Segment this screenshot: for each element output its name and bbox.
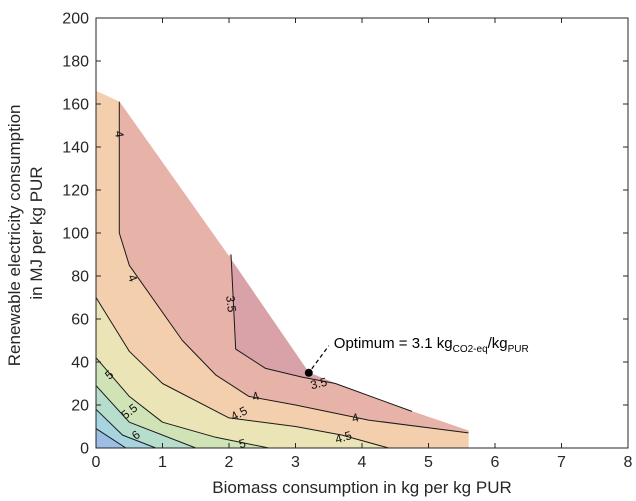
contour-label-6: 4 (350, 410, 360, 425)
y-tick-label: 40 (71, 355, 89, 372)
contour-label-3: 4 (250, 389, 261, 404)
contour-label-text: 3.5 (223, 295, 239, 313)
contour-line-4-5 (95, 297, 389, 449)
optimum-label-main: Optimum = 3.1 kg (334, 335, 453, 352)
y-tick-label: 20 (71, 398, 89, 415)
x-tick-label: 4 (358, 454, 367, 471)
contour-label-text: 4 (350, 410, 360, 425)
contour-label-5: 3.5 (309, 375, 329, 393)
optimum-label-mid: /kg (488, 335, 508, 352)
contour-label-7: 5 (238, 436, 248, 451)
optimum-label-sub1: CO2-eq (453, 344, 488, 355)
optimum-label: Optimum = 3.1 kgCO2-eq/kgPUR (334, 335, 529, 355)
x-axis-ticks: 0 1 2 3 4 5 6 7 8 (92, 18, 633, 471)
contour-label-2: 3.5 (223, 295, 239, 313)
optimum-point (304, 368, 313, 377)
y-tick-label: 200 (62, 11, 89, 28)
x-tick-label: 3 (291, 454, 300, 471)
x-tick-label: 5 (424, 454, 433, 471)
contour-line-3-5 (230, 254, 413, 412)
y-axis-ticks: 0 20 40 60 80 100 120 140 160 180 200 (62, 11, 628, 458)
contour-label-text: 4.5 (333, 428, 353, 446)
optimum-label-sub2: PUR (508, 344, 529, 355)
contour-line-6-5 (95, 428, 127, 449)
y-tick-label: 80 (71, 269, 89, 286)
y-tick-label: 100 (62, 226, 89, 243)
x-axis-title: Biomass consumption in kg per kg PUR (212, 478, 512, 497)
contour-label-text: 4 (250, 389, 261, 404)
x-tick-label: 1 (158, 454, 167, 471)
contour-line-5 (95, 357, 269, 449)
x-tick-label: 7 (557, 454, 566, 471)
y-tick-label: 0 (80, 441, 89, 458)
contour-label-8: 4.5 (333, 428, 353, 446)
contour-line-5-5 (95, 385, 196, 449)
y-tick-label: 180 (62, 54, 89, 71)
optimum-annotation: Optimum = 3.1 kgCO2-eq/kgPUR (304, 335, 529, 377)
contour-line-6 (95, 408, 156, 449)
y-tick-label: 160 (62, 97, 89, 114)
contour-label-text: 4 (112, 130, 127, 139)
contour-label-text: 4 (125, 272, 141, 284)
y-axis-title-line-2: in MJ per kg PUR (27, 166, 46, 299)
x-tick-label: 6 (491, 454, 500, 471)
y-axis-title: Renewable electricity consumption in MJ … (5, 100, 46, 366)
optimum-leader-line (311, 345, 330, 370)
y-axis-title-line-1: Renewable electricity consumption (5, 104, 24, 366)
y-tick-label: 120 (62, 183, 89, 200)
x-tick-label: 8 (624, 454, 633, 471)
contour-lines (95, 101, 469, 449)
contour-label-text: 3.5 (309, 375, 329, 393)
x-tick-label: 2 (225, 454, 234, 471)
y-tick-label: 60 (71, 312, 89, 329)
contour-label-text: 5 (238, 436, 248, 451)
contour-line-4 (118, 101, 469, 434)
contour-label-0: 4 (112, 130, 127, 139)
y-tick-label: 140 (62, 140, 89, 157)
x-tick-label: 0 (92, 454, 101, 471)
contour-label-1: 4 (125, 272, 141, 284)
